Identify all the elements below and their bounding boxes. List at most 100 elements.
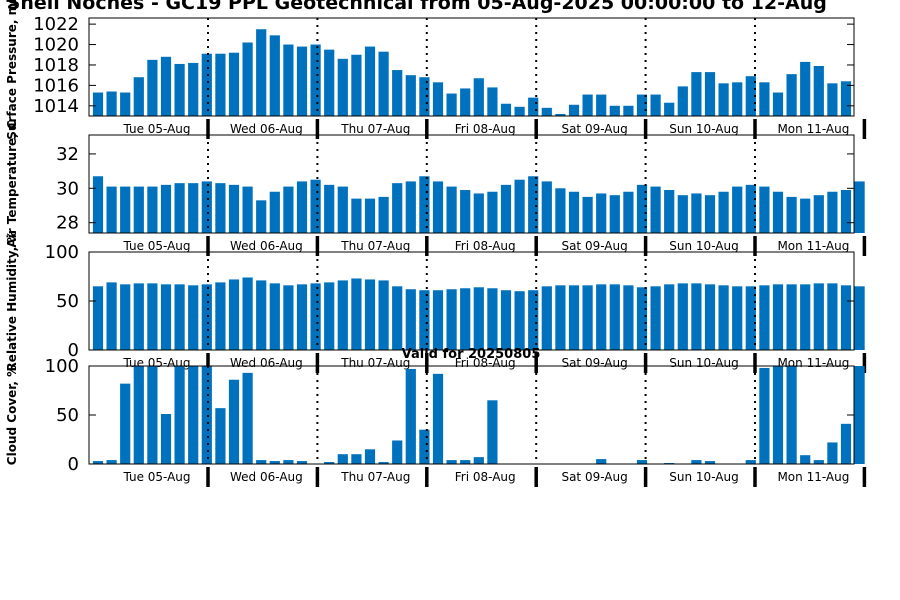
bar <box>840 190 852 233</box>
y-tick-label: 50 <box>56 291 79 312</box>
bar <box>106 282 117 350</box>
bar <box>691 72 702 116</box>
bar <box>813 195 824 233</box>
bar <box>460 288 471 350</box>
bar <box>568 104 580 116</box>
bar <box>772 284 784 350</box>
bar <box>242 186 253 233</box>
bar <box>92 92 104 116</box>
y-axis-label: Relative Humidity, % <box>5 231 19 372</box>
bar <box>133 186 144 233</box>
x-tick-label: Mon 11-Aug <box>777 122 849 136</box>
bar <box>256 280 267 350</box>
x-tick-label: Tue 05-Aug <box>122 122 190 136</box>
bar <box>188 285 199 350</box>
x-tick-label: Thu 07-Aug <box>340 470 410 484</box>
bar <box>120 92 131 116</box>
bar <box>378 196 389 233</box>
bar <box>283 186 294 233</box>
bar <box>446 186 457 233</box>
bar <box>351 54 362 116</box>
bar <box>392 286 403 350</box>
bar <box>500 103 512 116</box>
bar <box>228 184 240 233</box>
bar <box>473 287 484 350</box>
bar <box>242 372 253 464</box>
bar <box>609 105 620 116</box>
bar <box>201 366 212 464</box>
bar <box>160 414 172 464</box>
bar <box>650 186 661 233</box>
x-tick-label: Sat 09-Aug <box>561 470 627 484</box>
bar <box>691 460 702 464</box>
bar <box>528 97 539 116</box>
bar <box>840 423 852 464</box>
x-tick-label: Thu 07-Aug <box>340 356 410 370</box>
bar <box>854 181 865 233</box>
bar <box>269 191 280 233</box>
bar <box>555 285 566 350</box>
bar <box>840 285 852 350</box>
bar <box>405 289 416 350</box>
bar <box>528 290 539 350</box>
bar <box>283 285 294 350</box>
x-tick-label: Sun 10-Aug <box>669 122 738 136</box>
bar <box>704 195 716 233</box>
x-tick-label: Mon 11-Aug <box>777 470 849 484</box>
x-tick-label: Fri 08-Aug <box>455 239 516 253</box>
bar <box>854 286 865 350</box>
panel-4: 0 50 100 Tue 05-Aug Wed 06-Aug Thu 07-Aug Fri … <box>5 356 867 487</box>
bar <box>296 284 308 350</box>
bar <box>704 284 716 350</box>
bar <box>201 181 212 233</box>
bar <box>827 442 838 464</box>
axes-box <box>88 17 855 117</box>
bar <box>718 191 729 233</box>
y-tick-label: 1022 <box>33 14 79 35</box>
bar <box>147 59 158 116</box>
bar <box>487 288 498 350</box>
y-tick-label: 1016 <box>33 75 79 96</box>
bar <box>487 400 498 464</box>
bar <box>242 277 253 350</box>
bar <box>745 184 756 233</box>
bar <box>174 284 185 350</box>
y-tick-label: 100 <box>45 356 79 377</box>
bar <box>568 285 580 350</box>
bar <box>92 176 104 233</box>
bar <box>310 44 321 116</box>
bar <box>541 286 552 350</box>
bar <box>228 52 240 116</box>
bar <box>732 286 743 350</box>
bar <box>120 284 131 350</box>
bar <box>188 62 199 116</box>
bar <box>786 284 797 350</box>
bar <box>432 181 444 233</box>
chart-subtitle: Valid for 20250805 <box>402 347 541 362</box>
bar <box>460 190 471 233</box>
bar <box>541 107 552 116</box>
bar <box>786 74 797 116</box>
bar <box>473 457 484 464</box>
bar <box>827 191 838 233</box>
bar <box>813 460 824 464</box>
bar <box>623 105 634 116</box>
bar <box>432 82 444 116</box>
bar <box>324 462 335 464</box>
bar <box>596 193 607 233</box>
bar <box>324 49 335 116</box>
y-tick-label: 30 <box>56 178 79 199</box>
bar <box>147 366 158 464</box>
x-tick-label: Sun 10-Aug <box>669 356 738 370</box>
bar <box>636 94 648 116</box>
x-tick-label: Sun 10-Aug <box>669 470 738 484</box>
x-tick-label: Sat 09-Aug <box>561 356 627 370</box>
y-axis-label: Air Temperature, C <box>5 120 19 248</box>
bar <box>392 440 403 464</box>
bar <box>609 284 620 350</box>
bar <box>324 282 335 350</box>
bar <box>405 75 416 116</box>
bar <box>677 283 688 350</box>
bar <box>854 366 865 464</box>
x-tick-label: Sat 09-Aug <box>561 122 627 136</box>
